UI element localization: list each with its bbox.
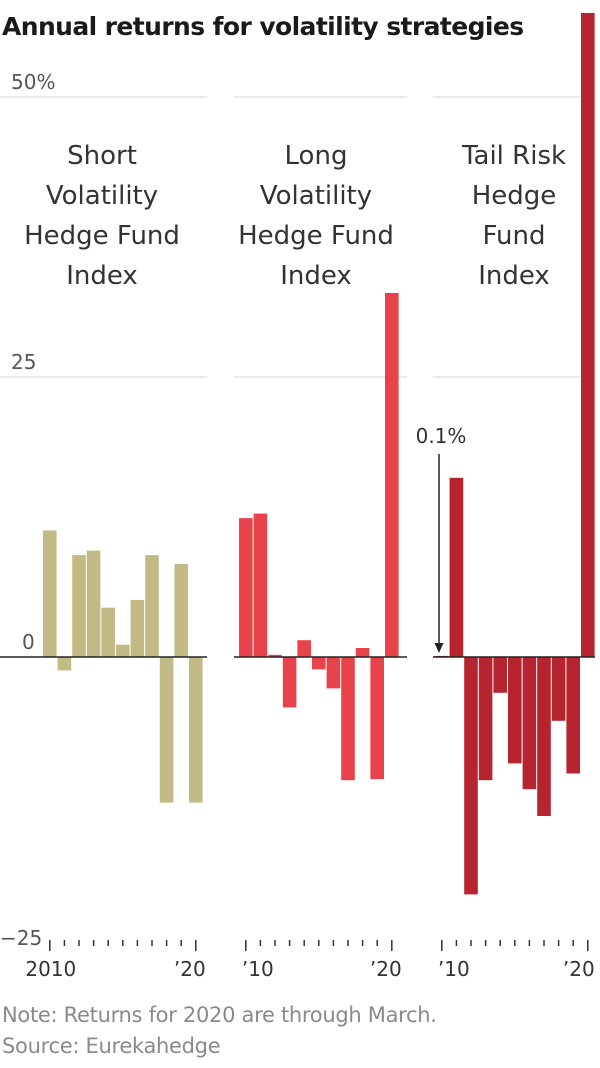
bar	[551, 657, 566, 721]
bar	[159, 657, 174, 803]
bar	[282, 657, 297, 708]
bar	[101, 607, 115, 657]
panel-title-line: Hedge	[472, 181, 557, 211]
bar	[297, 640, 311, 657]
bar	[493, 657, 507, 693]
x-tick-label: ’20	[563, 957, 595, 981]
chart-area: 50% 25 0 −25 Short Volatility Hedge Fund Index 2…	[0, 13, 595, 981]
x-tick-label: ’20	[370, 957, 402, 981]
bar	[581, 13, 595, 657]
panel-title-line: Index	[478, 261, 550, 291]
x-tick-label: 2010	[25, 957, 76, 981]
bar	[355, 648, 370, 657]
footnote: Note: Returns for 2020 are through March…	[2, 1003, 437, 1027]
bar	[268, 654, 282, 657]
panel-title-line: Index	[66, 261, 138, 291]
bar	[478, 657, 493, 781]
bar	[537, 657, 551, 816]
bar	[116, 644, 130, 657]
bar	[86, 550, 101, 657]
panel-title-line: Volatility	[260, 181, 372, 211]
panel-title-line: Short	[67, 141, 137, 171]
bar	[522, 657, 537, 790]
bar	[370, 657, 384, 780]
y-tick-label: −25	[0, 926, 42, 950]
bar	[130, 599, 145, 657]
bar	[312, 657, 326, 670]
annotation-label: 0.1%	[416, 424, 467, 448]
bar	[189, 657, 203, 803]
panel-title-line: Volatility	[46, 181, 158, 211]
x-tick-label: ’10	[438, 957, 470, 981]
bar	[464, 657, 478, 895]
bar	[253, 513, 268, 657]
bar	[508, 657, 522, 764]
panel-title-line: Hedge Fund	[238, 221, 394, 251]
panel-title-line: Fund	[483, 221, 546, 251]
y-tick-label: 0	[22, 630, 35, 654]
bar	[145, 555, 159, 657]
bar	[57, 657, 72, 671]
bar	[385, 293, 399, 657]
source-note: Source: Eurekahedge	[2, 1034, 221, 1058]
chart-footer: Note: Returns for 2020 are through March…	[2, 1000, 437, 1062]
panel-title-line: Tail Risk	[461, 141, 566, 171]
bar	[341, 657, 355, 781]
x-tick-label: ’10	[242, 957, 274, 981]
annotation-arrow-head	[434, 643, 444, 653]
bar	[72, 555, 86, 657]
bar	[43, 530, 57, 657]
y-tick-label: 25	[11, 350, 36, 374]
bar	[174, 564, 188, 657]
panel-title-line: Hedge Fund	[24, 221, 180, 251]
chart-title: Annual returns for volatility strategies	[2, 12, 524, 41]
panel-title-line: Long	[285, 141, 348, 171]
bar	[449, 477, 464, 657]
bar	[566, 657, 580, 774]
x-tick-label: ’20	[174, 957, 206, 981]
bar	[239, 518, 253, 657]
y-tick-label: 50%	[11, 70, 55, 94]
bar	[326, 657, 341, 689]
panel-title-line: Index	[280, 261, 352, 291]
